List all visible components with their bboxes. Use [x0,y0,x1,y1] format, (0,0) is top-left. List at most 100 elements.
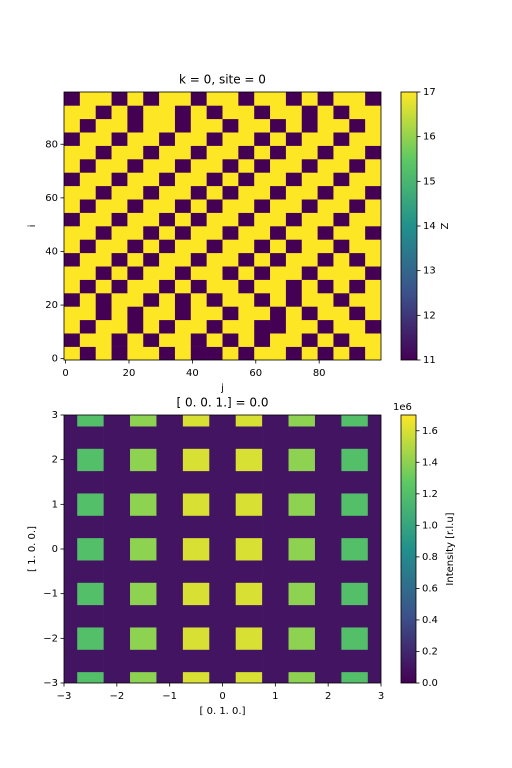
cell [127,266,144,280]
y-tick-label: 80 [45,139,58,150]
cell [64,426,78,449]
cell [79,333,96,347]
cell [77,493,104,516]
cell [77,426,104,449]
cell [156,426,184,449]
cell [301,252,318,267]
y-axis-label: [ 1. 0. 0.] [27,526,38,572]
cell [254,118,271,133]
cell [367,537,381,561]
colorbar-tick-label: 0.4 [422,615,438,626]
cell [270,306,287,321]
cell [111,239,128,254]
cell [95,346,112,360]
cell [190,132,207,146]
cell [190,306,207,321]
cell [349,118,366,133]
cell [103,671,131,683]
cell [130,426,157,449]
cell [333,226,350,240]
cell [333,159,350,173]
cell [301,239,318,254]
x-axis-label: [ 0. 1. 0.] [200,706,246,717]
cell [156,649,184,673]
cell [365,226,381,240]
y-tick-label: −2 [43,633,58,644]
cell [127,118,144,133]
cell [143,172,160,187]
cell [103,415,131,427]
cell [270,226,287,240]
cell [130,448,157,472]
cell [262,448,289,472]
cell [64,346,81,360]
cell [222,252,239,267]
cell [174,346,192,360]
cell [367,627,381,650]
cell [238,92,255,106]
cell [79,239,96,254]
cell [222,172,239,187]
cell [64,306,81,321]
cell [190,333,207,347]
cell [190,239,207,254]
colorbar-tick-label: 12 [423,310,436,321]
colorbar-tick-label: 0.6 [422,583,438,594]
cell [209,515,237,539]
cell [341,537,369,561]
cell [254,199,271,213]
colorbar-tick-label: 11 [423,355,436,366]
cell [127,333,144,347]
cell [314,582,342,606]
cell [262,582,289,606]
cell [301,92,318,106]
cell [288,470,316,494]
cell [314,515,342,539]
cell [349,333,366,347]
cell [182,448,210,472]
cell [254,293,271,307]
cell [64,105,81,120]
cell [79,252,96,267]
cell [365,212,381,227]
y-axis-label: i [27,225,38,228]
cell [143,293,160,307]
cell [64,333,81,347]
cell [301,199,318,213]
cell [190,279,207,294]
colorbar-tick-label: 1.6 [422,426,438,437]
cell [270,239,287,254]
cell [206,212,223,227]
cell [111,185,128,200]
x-tick-label: −3 [57,691,72,702]
cell [111,132,128,146]
cell [314,604,342,628]
cell [190,199,207,213]
cell [288,649,316,673]
cell [288,537,316,561]
cell [111,319,128,334]
cell [365,266,381,280]
colorbar-tick-label: 1.0 [422,520,438,531]
cell [190,145,207,160]
cell [159,319,176,334]
cell [317,185,334,200]
cell [206,172,223,187]
cell [222,185,239,200]
x-tick-label: 80 [313,368,326,379]
cell [314,415,342,427]
cell [333,279,350,294]
cell [111,159,128,173]
cell [238,306,255,321]
cell [174,226,192,240]
cell [238,266,255,280]
cell [206,145,223,160]
cell [270,118,287,133]
cell [64,515,78,539]
colorbar-tick-label: 16 [423,132,436,143]
colorbar-tick-label: 0.0 [422,678,438,689]
cell [365,346,381,360]
cell [95,212,112,227]
cell [64,185,81,200]
